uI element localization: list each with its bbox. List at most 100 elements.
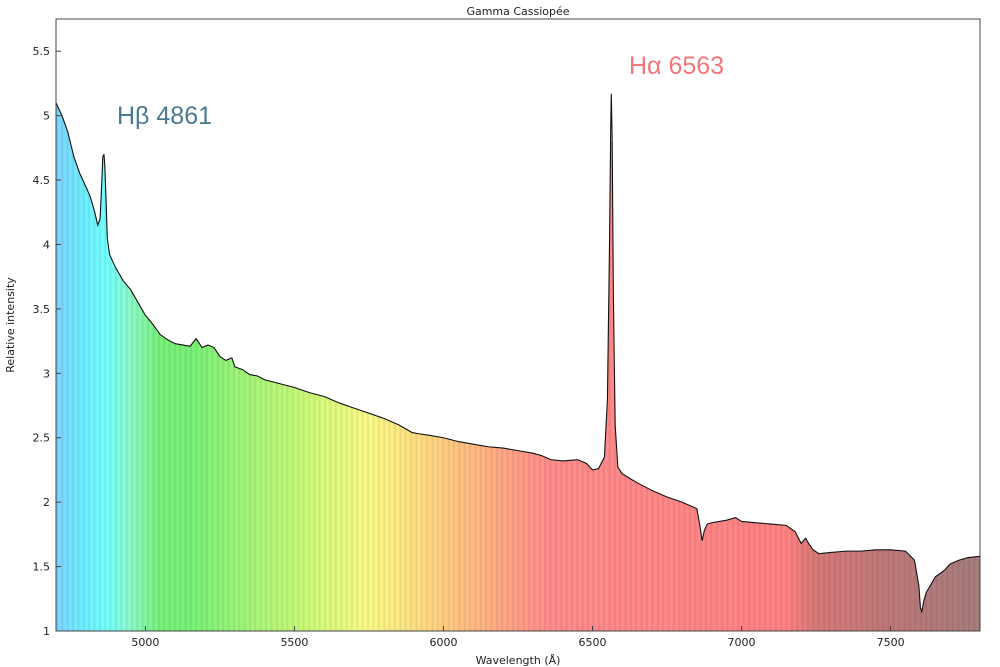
y-tick-label: 3.5 — [33, 303, 51, 316]
spectrum-strip — [928, 585, 932, 631]
spectrum-strip — [361, 410, 365, 631]
spectrum-strip — [715, 521, 719, 631]
spectrum-strip — [333, 400, 336, 631]
spectrum-strip — [565, 460, 569, 631]
spectrum-strip — [683, 502, 687, 631]
spectrum-strip — [508, 448, 511, 631]
spectrum-strip — [825, 552, 828, 631]
spectrum-strip — [535, 453, 538, 631]
spectrum-strip — [385, 418, 388, 631]
spectrum-strip — [918, 580, 921, 631]
spectrum-strip — [681, 502, 685, 631]
spectrum-strip — [195, 339, 198, 631]
spectrum-strip — [190, 343, 193, 631]
spectrum-strip — [231, 358, 234, 631]
spectrum-strip — [676, 500, 679, 631]
spectrum-strip — [630, 478, 633, 631]
spectrum-strip — [549, 459, 552, 631]
spectrum-strip — [125, 283, 129, 631]
spectrum-strip — [402, 427, 406, 631]
spectrum-strip — [301, 389, 304, 631]
spectrum-strip — [322, 396, 325, 631]
spectrum-strip — [326, 397, 329, 631]
spectrum-strip — [848, 551, 851, 631]
spectrum-strip — [106, 199, 109, 631]
spectrum-strip — [309, 392, 313, 631]
spectrum-strip — [150, 321, 154, 631]
spectrum-strip — [946, 565, 950, 631]
spectrum-strip — [807, 540, 810, 631]
spectrum-strip — [284, 385, 288, 631]
spectrum-strip — [193, 339, 197, 631]
spectrum-strip — [156, 328, 159, 631]
spectrum-strip — [578, 459, 581, 631]
y-tick-label: 2.5 — [33, 432, 51, 445]
spectrum-strip — [86, 187, 89, 631]
spectrum-strip — [351, 407, 354, 631]
spectrum-strip — [975, 556, 978, 631]
spectrum-strip — [390, 421, 393, 631]
spectrum-strip — [656, 492, 660, 631]
spectrum-strip — [596, 468, 599, 631]
spectrum-strip — [435, 436, 438, 631]
h-alpha-label: Hα 6563 — [629, 52, 724, 80]
spectrum-strip — [302, 390, 306, 631]
spectrum-strip — [356, 408, 359, 631]
spectrum-strip — [735, 517, 738, 631]
spectrum-strip — [791, 528, 794, 631]
spectrum-strip — [408, 430, 411, 631]
spectrum-strip — [91, 201, 95, 631]
spectrum-strip — [499, 447, 502, 631]
spectrum-strip — [411, 432, 415, 631]
spectrum-strip — [612, 141, 615, 631]
spectrum-strip — [383, 418, 386, 631]
spectrum-strip — [404, 428, 408, 631]
spectrum-strip — [89, 196, 93, 631]
spectrum-strip — [698, 515, 701, 631]
spectrum-strip — [97, 221, 100, 631]
spectrum-strip — [265, 379, 268, 631]
spectrum-strip — [68, 134, 71, 631]
spectrum-strip — [873, 549, 876, 631]
spectrum-strip — [519, 450, 522, 631]
spectrum-strip — [749, 522, 753, 631]
spectrum-strip — [481, 445, 485, 631]
spectrum-strip — [202, 346, 206, 631]
spectrum-strip — [116, 269, 120, 631]
spectrum-strip — [138, 302, 141, 631]
spectrum-strip — [547, 458, 551, 631]
spectrum-strip — [531, 452, 535, 631]
spectrum-strip — [739, 519, 742, 631]
spectrum-strip — [955, 560, 958, 631]
spectrum-strip — [665, 496, 669, 631]
spectrum-strip — [134, 296, 138, 631]
spectrum-strip — [363, 411, 366, 631]
spectrum-strip — [293, 387, 297, 631]
spectrum-strip — [894, 550, 898, 631]
spectrum-strip — [340, 403, 343, 631]
spectrum-strip — [567, 460, 570, 631]
spectrum-strip — [241, 369, 245, 631]
spectrum-strip — [233, 361, 236, 631]
spectrum-strip — [723, 520, 726, 631]
spectrum-strip — [554, 460, 558, 631]
spectrum-strip — [175, 343, 179, 631]
spectrum-strip — [951, 562, 955, 631]
spectrum-strip — [617, 462, 620, 631]
spectrum-strip — [717, 521, 721, 631]
spectrum-strip — [209, 345, 213, 631]
spectrum-strip — [708, 523, 712, 631]
spectrum-strip — [166, 339, 170, 631]
spectrum-strip — [81, 176, 84, 631]
spectrum-strip — [272, 381, 275, 631]
spectrum-strip — [733, 517, 737, 631]
spectrum-strip — [696, 508, 699, 631]
spectrum-strip — [959, 559, 962, 631]
spectrum-strip — [778, 524, 781, 631]
spectrum-strip — [823, 553, 826, 631]
spectrum-strip — [925, 591, 928, 631]
spectrum-strip — [633, 480, 637, 631]
spectrum-strip — [274, 382, 277, 631]
spectrum-strip — [488, 446, 492, 631]
spectrum-strip — [901, 550, 905, 631]
